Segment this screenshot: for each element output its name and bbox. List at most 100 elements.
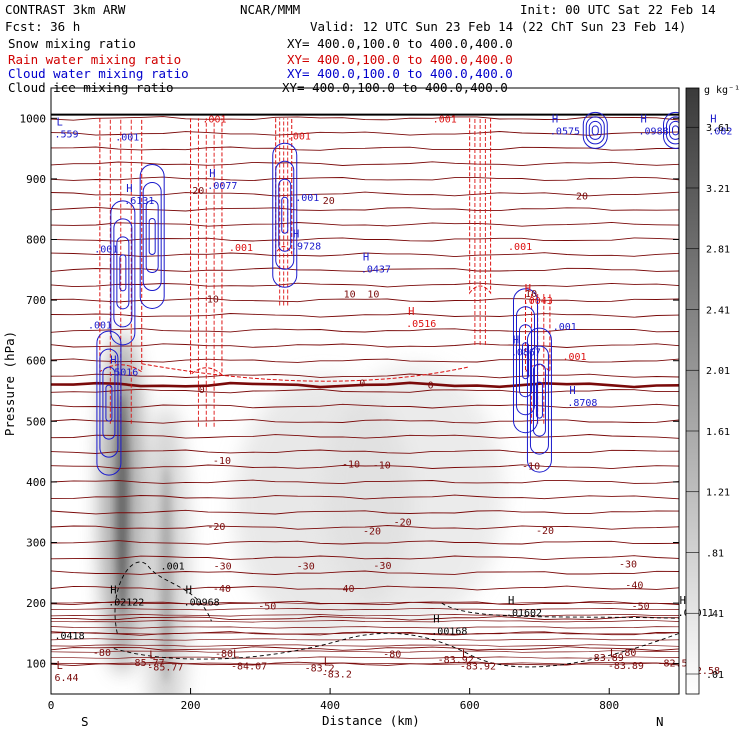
- extremum-value: .00168: [431, 626, 467, 637]
- extremum-marker: H: [641, 113, 647, 125]
- extremum-marker: L: [324, 656, 330, 668]
- extremum-marker: L: [462, 649, 468, 661]
- cloud-water-contour: [105, 384, 113, 422]
- cloud-water-contour: [119, 254, 127, 292]
- extremum-marker: H: [110, 584, 116, 596]
- temperature-label: -40: [213, 584, 231, 595]
- x-axis-end-north: N: [656, 714, 664, 729]
- extremum-marker: L: [233, 649, 239, 661]
- temperature-contour: [51, 494, 679, 500]
- temperature-contour: [51, 479, 679, 485]
- temperature-contour: [51, 419, 679, 424]
- colorbar-tick-label: 1.21: [706, 488, 730, 499]
- x-tick-label: 800: [599, 699, 619, 712]
- extremum-value: .001: [553, 322, 577, 333]
- extremum-value: .0418: [54, 631, 84, 642]
- temperature-contour: [51, 146, 679, 151]
- cloud-water-contour: [110, 200, 136, 346]
- extremum-value: .0437: [361, 265, 391, 276]
- cloud-water-contour: [145, 199, 159, 273]
- extremum-value: .001: [287, 131, 311, 142]
- extremum-marker: H: [209, 168, 215, 180]
- snow-shading: [100, 333, 504, 694]
- temperature-contour: [51, 614, 679, 617]
- extremum-marker: L: [56, 660, 62, 672]
- y-axis-label: Pressure (hPa): [2, 330, 18, 437]
- y-tick-label: 300: [26, 537, 46, 550]
- temperature-contour: [51, 620, 679, 623]
- extremum-value: .001: [433, 114, 457, 125]
- extremum-marker: L: [56, 116, 62, 128]
- extremum-value: .8708: [567, 398, 597, 409]
- cloud-water-contour: [275, 160, 295, 270]
- init-time: Init: 00 UTC Sat 22 Feb 14: [520, 2, 716, 17]
- temperature-label: -20: [363, 526, 381, 537]
- plot-frame: [50, 87, 680, 695]
- temperature-contour: [51, 131, 679, 136]
- freezing-level-line: [51, 381, 679, 389]
- cloud-water-contour: [113, 218, 133, 328]
- extremum-value: .6131: [124, 196, 154, 207]
- temperature-contour: [51, 525, 679, 530]
- temperature-contour: [51, 206, 679, 212]
- temperature-contour: [51, 358, 679, 363]
- temperature-contour: [51, 555, 679, 561]
- extremum-value: .001: [508, 242, 532, 253]
- temperature-contour: [51, 237, 679, 242]
- extremum-value: .02122: [108, 597, 144, 608]
- temperature-contour: [51, 626, 679, 629]
- y-tick-label: 100: [26, 658, 46, 671]
- temperature-label: -30: [619, 560, 637, 571]
- x-tick-label: 400: [320, 699, 340, 712]
- rain-contour: [469, 118, 492, 295]
- temperature-label: 10: [344, 289, 356, 300]
- temperature-contour: [51, 607, 679, 611]
- extremum-marker: H: [186, 584, 192, 596]
- extremum-marker: H: [552, 113, 558, 125]
- temperature-label: -83.2: [305, 663, 335, 674]
- extremum-value: .0516: [406, 319, 436, 330]
- temperature-label: -80: [618, 648, 636, 659]
- y-tick-label: 700: [26, 294, 46, 307]
- temperature-label: -30: [214, 562, 232, 573]
- extremum-marker: H: [525, 283, 531, 295]
- cloud-water-contour: [669, 120, 679, 140]
- extremum-marker: L: [149, 650, 155, 662]
- temperature-contour: [51, 252, 679, 258]
- rain-contour: [190, 118, 223, 376]
- colorbar: .01 .41 .81 1.21 1.61 2.01 2.41 2.81 3.21 3.61: [685, 87, 730, 695]
- cloud-water-contour: [532, 363, 546, 437]
- cloud-ice-contours: [113, 561, 679, 668]
- temperature-label: -40: [625, 580, 643, 591]
- cloud-water-contour: [582, 111, 608, 149]
- temperature-label: 10: [525, 289, 537, 300]
- y-tick-label: 1000: [20, 112, 47, 125]
- cloud-water-contour: [588, 120, 602, 140]
- temperature-contour: [51, 176, 679, 182]
- cloud-water-contour: [672, 125, 679, 136]
- extremum-marker: H: [508, 595, 514, 607]
- temperature-contour: [51, 191, 679, 197]
- temperature-label: -83.89: [588, 653, 624, 664]
- temperature-contour: [51, 656, 679, 659]
- cloud-water-contour: [278, 178, 292, 252]
- y-tick-label: 200: [26, 597, 46, 610]
- temperature-label: 10: [207, 294, 219, 305]
- field-name-cloud-water: Cloud water mixing ratio: [8, 66, 189, 81]
- ice-contour: [113, 632, 679, 668]
- colorbar-tick-label: .41: [706, 609, 724, 620]
- extremum-value: .001: [94, 245, 118, 256]
- temperature-contour: [51, 313, 679, 318]
- temperature-contour: [51, 267, 679, 272]
- temperature-label: 10: [367, 289, 379, 300]
- temperature-contour: [51, 449, 679, 454]
- extremum-value: .001: [88, 320, 112, 331]
- y-tick-label: 600: [26, 355, 46, 368]
- temperature-contour: [51, 343, 679, 348]
- ice-contour: [114, 561, 212, 634]
- extremum-value: .001: [562, 352, 586, 363]
- temperature-contour: [51, 116, 679, 121]
- temperature-label: -20: [536, 526, 554, 537]
